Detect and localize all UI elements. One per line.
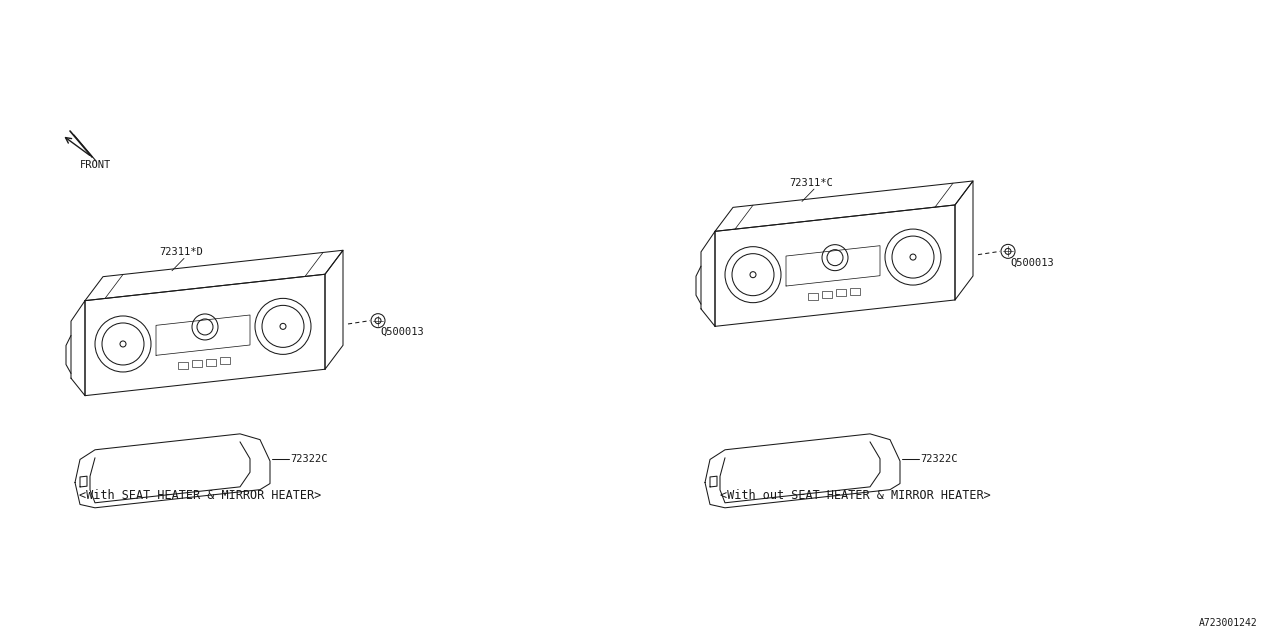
Text: FRONT: FRONT — [81, 160, 111, 170]
Bar — [178, 362, 188, 369]
Bar — [192, 360, 202, 367]
Text: <With SEAT HEATER & MIRROR HEATER>: <With SEAT HEATER & MIRROR HEATER> — [79, 489, 321, 502]
Text: 72311*D: 72311*D — [159, 248, 202, 257]
Text: 72311*C: 72311*C — [788, 178, 833, 188]
Text: A723001242: A723001242 — [1199, 618, 1258, 628]
Text: Q500013: Q500013 — [1010, 257, 1053, 268]
Bar — [220, 357, 230, 364]
Text: 72322C: 72322C — [920, 454, 957, 465]
Bar — [206, 359, 216, 366]
Text: 72322C: 72322C — [291, 454, 328, 465]
Bar — [836, 289, 846, 296]
Bar — [850, 288, 860, 295]
Text: Q500013: Q500013 — [380, 326, 424, 337]
Bar — [822, 291, 832, 298]
Bar — [808, 292, 818, 300]
Text: <With out SEAT HEATER & MIRROR HEATER>: <With out SEAT HEATER & MIRROR HEATER> — [719, 489, 991, 502]
